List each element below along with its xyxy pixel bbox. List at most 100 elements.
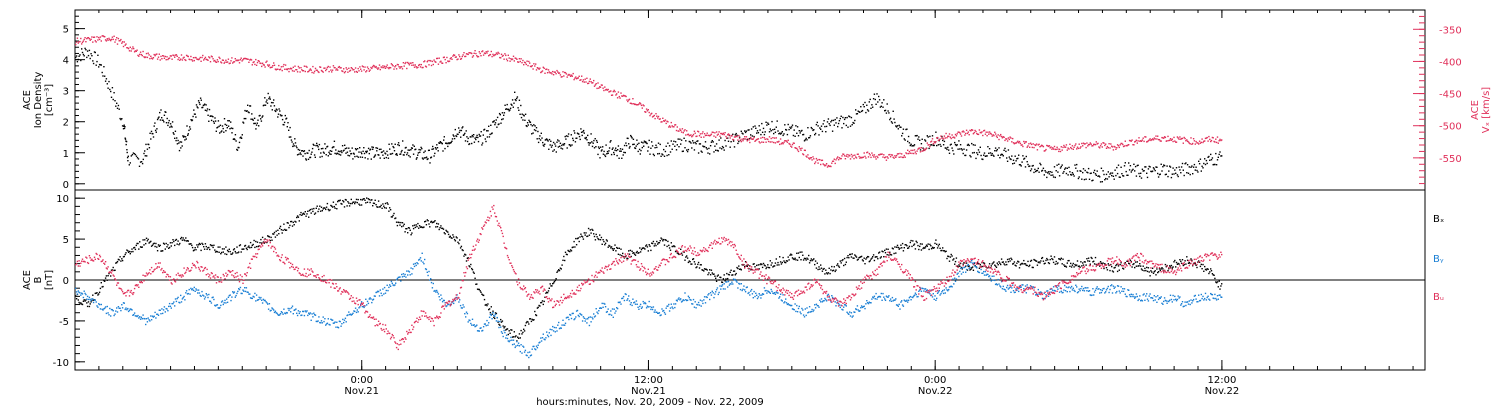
by-point: [110, 308, 113, 311]
vx-point: [616, 97, 619, 99]
density-point: [346, 147, 348, 149]
density-point: [531, 133, 533, 135]
vx-point: [993, 134, 995, 137]
density-point: [308, 149, 310, 152]
by-point: [144, 318, 146, 320]
by-point: [344, 317, 347, 319]
vx-point: [990, 133, 992, 135]
by-point: [258, 296, 260, 299]
vx-point: [1172, 140, 1174, 143]
vx-point: [622, 94, 625, 97]
bx-point: [733, 270, 736, 272]
by-point: [106, 305, 108, 308]
vx-point: [673, 126, 675, 128]
density-point: [106, 83, 108, 85]
density-point: [385, 156, 387, 159]
bx-point: [641, 247, 643, 249]
vx-point: [978, 129, 981, 131]
vx-point: [1143, 140, 1145, 143]
bx-point: [752, 263, 754, 265]
density-point: [744, 131, 747, 134]
density-point: [1192, 173, 1194, 175]
bx-point: [1091, 257, 1093, 260]
vx-point: [955, 135, 958, 137]
bx-point: [165, 242, 167, 245]
by-point: [338, 320, 341, 322]
bx-point: [1008, 258, 1010, 260]
by-point: [596, 311, 598, 313]
vx-point: [1078, 143, 1080, 145]
density-point: [583, 132, 585, 134]
by-point: [520, 344, 522, 346]
vx-point: [162, 55, 165, 57]
density-point: [560, 147, 562, 149]
bx-point: [1165, 266, 1167, 268]
bx-point: [573, 240, 575, 243]
vx-point: [310, 69, 312, 71]
by-point: [421, 252, 423, 254]
vx-point: [138, 55, 140, 57]
by-point: [580, 313, 582, 316]
by-point: [97, 306, 99, 308]
bx-point: [929, 243, 931, 246]
density-point: [350, 152, 353, 155]
by-point: [208, 293, 210, 296]
bx-point: [358, 203, 360, 205]
density-point: [139, 161, 142, 163]
density-point: [533, 129, 536, 131]
bx-point: [166, 246, 168, 248]
bottom-ytick-label: 5: [63, 235, 69, 246]
bx-point: [263, 242, 265, 244]
by-point: [473, 324, 475, 326]
density-point: [886, 103, 888, 105]
density-point: [238, 146, 240, 149]
bx-point: [1103, 267, 1105, 270]
bx-point: [1001, 261, 1004, 263]
by-point: [103, 308, 105, 310]
vx-point: [616, 93, 618, 95]
vx-point: [1001, 137, 1004, 139]
bx-point: [650, 249, 652, 252]
bx-point: [255, 240, 257, 243]
vx-point: [399, 67, 401, 69]
vx-point: [467, 53, 469, 56]
by-point: [363, 306, 365, 309]
density-point: [417, 152, 420, 154]
vx-point: [727, 134, 729, 136]
by-point: [583, 317, 585, 319]
bx-point: [351, 202, 353, 205]
bx-point: [831, 265, 833, 268]
bx-point: [910, 239, 912, 242]
vx-point: [642, 104, 644, 106]
density-point: [1198, 163, 1201, 165]
bx-point: [667, 240, 669, 243]
density-point: [1114, 169, 1116, 171]
bx-point: [645, 244, 648, 246]
bx-point: [606, 240, 608, 242]
bx-point: [103, 279, 105, 282]
vx-point: [668, 126, 670, 128]
vx-point: [1215, 141, 1218, 144]
by-point: [149, 320, 151, 322]
density-point: [178, 142, 180, 144]
bx-point: [769, 260, 771, 262]
density-point: [554, 143, 556, 145]
vx-point: [701, 132, 703, 135]
bx-point: [451, 237, 453, 239]
density-point: [1148, 165, 1150, 168]
by-point: [324, 318, 326, 320]
by-point: [133, 312, 136, 314]
bx-point: [596, 236, 598, 238]
density-point: [420, 146, 422, 149]
by-point: [634, 303, 637, 305]
vx-point: [1003, 136, 1005, 138]
vx-point: [338, 65, 341, 68]
vx-point: [540, 71, 543, 73]
density-point: [977, 153, 979, 156]
by-point: [153, 315, 155, 317]
density-point: [514, 98, 516, 101]
bx-point: [285, 229, 288, 231]
vx-point: [494, 53, 497, 56]
bx-point: [1203, 270, 1205, 272]
bx-point: [604, 244, 606, 246]
